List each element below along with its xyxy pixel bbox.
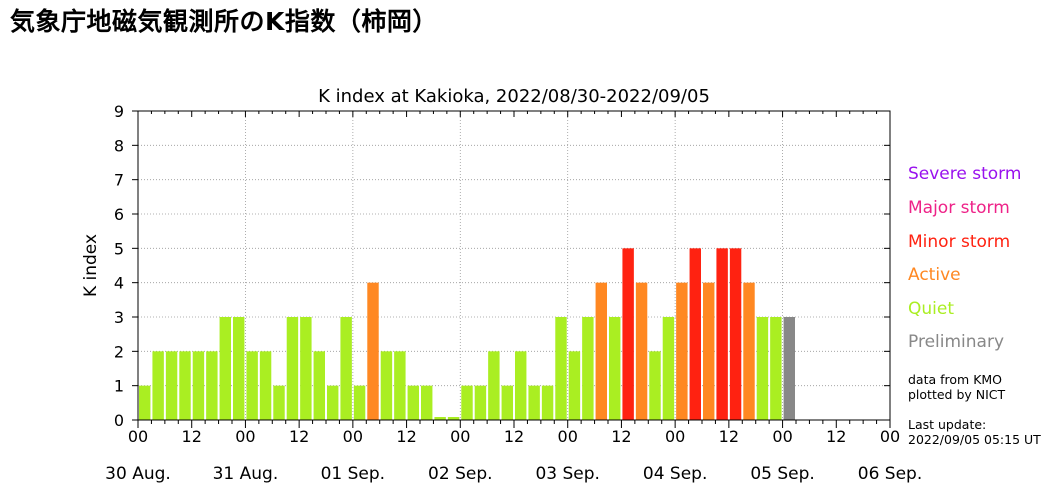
y-tick-label: 7 [114,171,124,190]
k-index-bar [353,385,366,420]
x-tick-label: 00 [772,427,792,446]
k-index-bar [273,385,285,420]
chart-title: K index at Kakioka, 2022/08/30-2022/09/0… [318,86,710,107]
k-index-bar [501,385,513,420]
x-date-label: 01 Sep. [321,464,385,484]
k-index-bar [179,351,191,420]
k-index-bar [729,248,742,420]
k-index-bar [313,351,325,420]
k-index-bar [528,385,540,420]
y-axis-label: K index [81,234,101,297]
x-date-label: 30 Aug. [105,464,171,484]
last-update-value: 2022/09/05 05:15 UT [908,432,1041,447]
x-tick-label: 00 [235,427,255,446]
k-index-bar [689,248,701,420]
legend-quiet: Quiet [908,299,955,319]
k-index-bar [434,417,446,420]
k-index-bar [488,351,500,420]
k-index-bar [327,385,339,420]
x-tick-label: 12 [289,427,309,446]
data-source-note: data from KMO [908,372,1003,387]
k-index-bar [233,317,245,420]
k-index-bar [300,317,312,420]
x-date-label: 05 Sep. [750,464,814,484]
k-index-bar [340,317,352,420]
k-index-bar [676,282,688,420]
x-tick-label: 00 [128,427,148,446]
k-index-bar [380,351,393,420]
k-index-bar [515,351,527,420]
legend-severe-storm: Severe storm [908,164,1022,184]
k-index-bar [447,417,460,420]
x-tick-label: 12 [826,427,846,446]
k-index-bar [474,385,487,420]
y-tick-label: 1 [114,377,124,396]
x-date-label: 06 Sep. [858,464,922,484]
x-tick-label: 00 [343,427,363,446]
y-tick-label: 4 [114,274,124,293]
x-date-label: 02 Sep. [428,464,492,484]
k-index-bar [555,317,567,420]
k-index-bar [716,248,728,420]
k-index-bar [582,317,594,420]
x-tick-label: 00 [450,427,470,446]
k-index-bar [703,282,715,420]
legend-preliminary: Preliminary [908,332,1004,352]
k-index-bar [394,351,406,420]
k-index-bar [595,282,607,420]
k-index-bar [192,351,205,420]
y-tick-label: 2 [114,342,124,361]
x-tick-label: 00 [558,427,578,446]
y-tick-label: 8 [114,136,124,155]
k-index-bar [635,282,648,420]
x-tick-label: 12 [719,427,739,446]
x-date-label: 31 Aug. [213,464,279,484]
k-index-bar [219,317,231,420]
x-tick-label: 12 [611,427,631,446]
y-tick-label: 3 [114,308,124,327]
k-index-bar [246,351,258,420]
k-index-bar [165,351,178,420]
k-index-bar [367,282,379,420]
x-tick-label: 12 [396,427,416,446]
k-index-bar [407,385,419,420]
k-index-bar [259,351,272,420]
page-title: 気象庁地磁気観測所のK指数（柿岡） [10,7,438,36]
plotted-by-note: plotted by NICT [908,387,1006,402]
k-index-bar [568,351,581,420]
k-index-bar [541,385,554,420]
y-tick-label: 6 [114,205,124,224]
k-index-bar [743,282,755,420]
x-tick-label: 00 [880,427,900,446]
k-index-bar [649,351,661,420]
y-tick-label: 0 [114,411,124,430]
y-tick-label: 5 [114,239,124,258]
x-tick-label: 12 [182,427,202,446]
legend-major-storm: Major storm [908,198,1010,218]
k-index-bar [421,385,433,420]
k-index-bar [783,317,795,420]
x-date-label: 03 Sep. [535,464,599,484]
last-update-label: Last update: [908,417,987,432]
x-tick-label: 12 [504,427,524,446]
legend-minor-storm: Minor storm [908,232,1011,252]
k-index-bar [152,351,164,420]
k-index-bar [286,317,299,420]
y-tick-label: 9 [114,102,124,121]
k-index-bar [770,317,782,420]
k-index-bar [461,385,473,420]
k-index-bar [622,248,634,420]
k-index-bar [139,385,151,420]
k-index-bar [756,317,769,420]
k-index-bar [206,351,218,420]
x-date-label: 04 Sep. [643,464,707,484]
k-index-bar [609,317,621,420]
legend-active: Active [908,265,961,285]
x-tick-label: 00 [665,427,685,446]
k-index-bar [662,317,675,420]
